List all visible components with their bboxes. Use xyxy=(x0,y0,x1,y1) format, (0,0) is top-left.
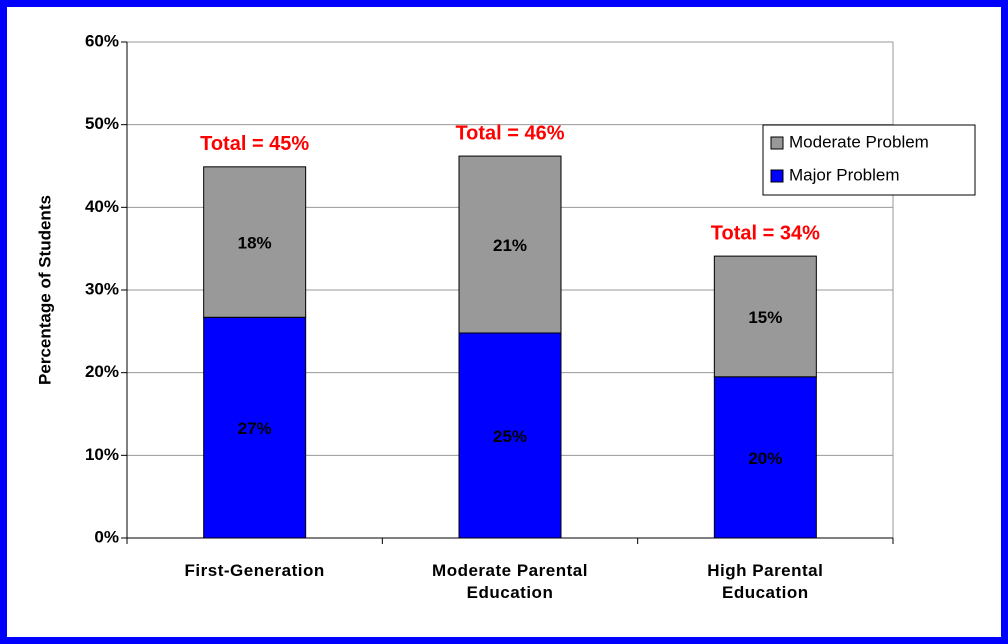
legend-swatch xyxy=(770,136,784,150)
y-tick-label: 60% xyxy=(85,31,119,50)
y-axis-label: Percentage of Students xyxy=(35,195,54,385)
bar-segment xyxy=(203,166,307,318)
y-tick-label: 20% xyxy=(85,362,119,381)
legend-label: Moderate Problem xyxy=(789,132,929,151)
data-label: 21% xyxy=(493,236,527,255)
y-tick-label: 50% xyxy=(85,114,119,133)
data-label: 20% xyxy=(748,449,782,468)
total-annotation: Total = 45% xyxy=(200,133,309,155)
y-tick-label: 0% xyxy=(94,527,119,546)
bar-segment xyxy=(203,316,307,539)
x-tick-label: Moderate Parental Education xyxy=(432,561,588,602)
data-label: 15% xyxy=(748,308,782,327)
data-label: 18% xyxy=(238,234,272,253)
data-label: 25% xyxy=(493,427,527,446)
total-annotation: Total = 34% xyxy=(711,222,820,244)
x-tick-label: First-Generation xyxy=(184,561,325,580)
data-label: 27% xyxy=(238,419,272,438)
total-annotation: Total = 46% xyxy=(455,122,564,144)
legend-swatch xyxy=(770,169,784,183)
bar-segment xyxy=(713,376,817,539)
legend-box xyxy=(762,124,976,196)
bar-segment xyxy=(713,255,817,378)
y-tick-label: 10% xyxy=(85,445,119,464)
x-tick-label: High Parental Education xyxy=(707,561,824,602)
y-tick-label: 30% xyxy=(85,279,119,298)
bar-segment xyxy=(458,332,562,539)
legend-label: Major Problem xyxy=(789,165,900,184)
y-tick-label: 40% xyxy=(85,197,119,216)
bar-segment xyxy=(458,155,562,334)
